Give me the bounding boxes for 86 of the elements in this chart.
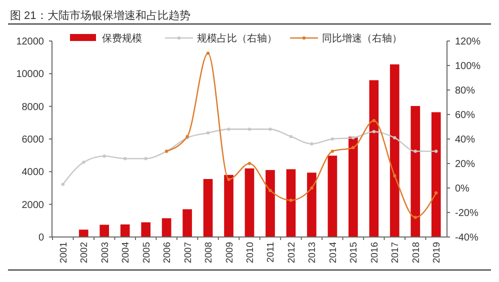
point <box>206 131 210 134</box>
y-tick-label: 6000 <box>22 134 44 146</box>
legend-label: 同比增速（右轴） <box>322 32 402 44</box>
x-tick-label: 2009 <box>224 242 236 264</box>
point <box>268 188 272 192</box>
bar <box>369 80 379 237</box>
point <box>330 137 334 141</box>
point <box>289 134 293 138</box>
bar <box>410 106 420 237</box>
legend-label: 规模占比（右轴） <box>197 32 277 44</box>
point <box>102 154 106 158</box>
bar <box>431 112 441 237</box>
bar <box>78 230 88 237</box>
x-tick-label: 2018 <box>410 242 422 264</box>
x-tick-label: 2013 <box>307 242 318 264</box>
y-tick-label: 0 <box>38 232 44 244</box>
point <box>414 216 417 219</box>
x-tick-label: 2010 <box>245 242 256 264</box>
bar <box>286 169 296 237</box>
chart-title: 图 21：大陆市场银保增速和占比趋势 <box>10 9 190 22</box>
x-tick-label: 2002 <box>79 242 90 264</box>
point <box>227 128 230 131</box>
point <box>434 191 438 194</box>
point <box>82 160 86 164</box>
point <box>227 178 230 182</box>
point <box>393 136 396 140</box>
bar <box>266 170 275 237</box>
y2-tick-label: 100% <box>455 61 481 72</box>
bar <box>141 222 150 237</box>
bar <box>244 168 254 237</box>
point <box>61 182 64 186</box>
point <box>393 174 396 178</box>
y2-tick-label: 0% <box>455 184 470 194</box>
x-tick-label: 2019 <box>432 242 443 264</box>
point <box>268 128 272 131</box>
x-tick-label: 2017 <box>390 242 402 264</box>
point <box>206 52 210 55</box>
y2-tick-label: -20% <box>455 208 478 219</box>
point <box>352 146 355 150</box>
x-tick-label: 2003 <box>100 242 111 264</box>
y-tick-label: 8000 <box>22 102 44 113</box>
point <box>372 130 376 134</box>
x-tick-label: 2012 <box>286 242 298 264</box>
point <box>352 136 355 140</box>
x-tick-label: 2005 <box>141 242 152 264</box>
bar <box>390 64 400 237</box>
x-tick-label: 2007 <box>182 242 194 264</box>
point <box>372 119 376 122</box>
point <box>123 157 127 160</box>
point <box>414 150 417 153</box>
y2-tick-label: 60% <box>455 110 476 121</box>
point <box>248 162 252 166</box>
bar <box>348 136 358 237</box>
bar <box>224 174 234 237</box>
x-tick-label: 2008 <box>204 242 215 264</box>
legend-label: 保费规模 <box>102 32 142 44</box>
y2-tick-label: 20% <box>455 159 476 170</box>
bar <box>203 179 213 237</box>
y-tick-label: 2000 <box>22 200 44 211</box>
bar <box>162 218 172 237</box>
y-tick-label: 4000 <box>22 167 44 178</box>
x-tick-label: 2016 <box>369 242 380 264</box>
x-tick-label: 2014 <box>328 242 339 264</box>
point <box>330 150 334 153</box>
y-tick-label: 10000 <box>16 69 44 80</box>
y-tick-label: 12000 <box>16 36 44 48</box>
x-tick-label: 2004 <box>120 242 132 264</box>
y2-tick-label: -40% <box>455 232 478 244</box>
x-tick-label: 2011 <box>266 242 277 262</box>
x-tick-label: 2015 <box>348 242 360 264</box>
point <box>434 150 438 153</box>
bar <box>182 209 192 237</box>
x-tick-label: 2006 <box>162 242 174 264</box>
y2-tick-label: 120% <box>455 36 481 48</box>
x-tick-label: 2001 <box>58 242 70 264</box>
point <box>310 186 314 190</box>
y2-tick-label: 80% <box>455 86 476 96</box>
bar <box>328 156 338 237</box>
point <box>310 142 314 146</box>
bar <box>100 224 110 237</box>
point <box>289 198 293 202</box>
bar <box>307 172 316 237</box>
point <box>144 157 148 160</box>
point <box>248 128 252 131</box>
bar <box>120 224 130 237</box>
y2-tick-label: 40% <box>455 134 476 146</box>
